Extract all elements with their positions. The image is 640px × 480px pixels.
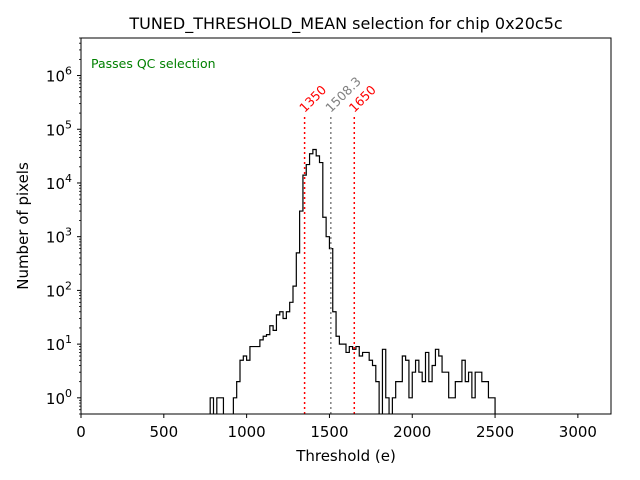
y-tick-label: 100 bbox=[46, 387, 72, 408]
x-tick-label: 3000 bbox=[559, 423, 597, 441]
x-tick-label: 0 bbox=[76, 423, 86, 441]
x-tick-label: 2000 bbox=[393, 423, 431, 441]
y-tick-label: 103 bbox=[46, 226, 72, 247]
y-tick-label: 102 bbox=[46, 279, 72, 300]
x-tick-label: 1500 bbox=[310, 423, 348, 441]
threshold-label-0: 1350 bbox=[296, 82, 329, 115]
x-tick-label: 1000 bbox=[228, 423, 266, 441]
y-tick-label: 104 bbox=[46, 172, 72, 193]
y-axis-label: Number of pixels bbox=[14, 162, 32, 290]
axes-frame bbox=[80, 37, 612, 415]
x-axis-label: Threshold (e) bbox=[295, 447, 396, 465]
y-tick-label: 101 bbox=[46, 333, 72, 354]
x-tick-label: 500 bbox=[149, 423, 178, 441]
x-tick-label: 2500 bbox=[476, 423, 514, 441]
y-tick-label: 106 bbox=[46, 65, 72, 86]
qc-annotation: Passes QC selection bbox=[91, 56, 216, 71]
chart-title: TUNED_THRESHOLD_MEAN selection for chip … bbox=[128, 14, 562, 34]
y-tick-label: 105 bbox=[46, 118, 72, 139]
histogram-series bbox=[209, 148, 496, 414]
